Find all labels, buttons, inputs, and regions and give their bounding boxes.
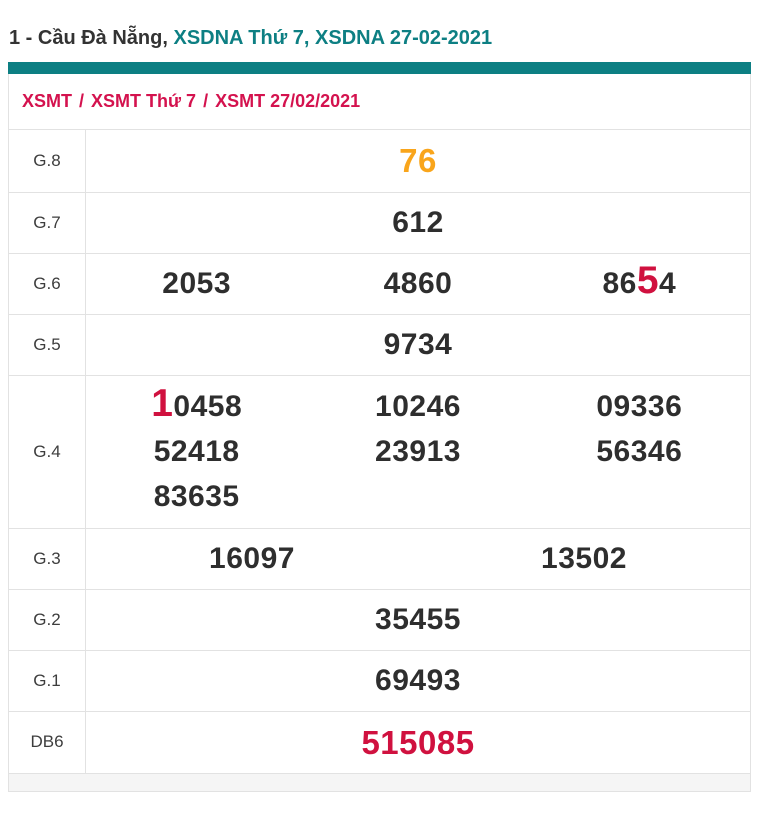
prize-number: 10246 bbox=[375, 390, 461, 423]
table-row: DB6 515085 bbox=[9, 710, 750, 774]
prize-label: G.1 bbox=[9, 650, 86, 711]
title-link[interactable]: XSDNA Thứ 7, bbox=[173, 27, 316, 49]
prize-number: 612 bbox=[392, 206, 444, 239]
prize-label: G.3 bbox=[9, 528, 86, 589]
prize-number: 83635 bbox=[153, 480, 240, 513]
prize-label: G.7 bbox=[9, 192, 86, 253]
breadcrumb-link[interactable]: XSMT 27/02/2021 bbox=[215, 91, 361, 111]
title-link[interactable]: XSDNA 27-02-2021 bbox=[315, 27, 493, 49]
prize-number: 10458 bbox=[151, 382, 243, 425]
highlighted-digit: 1 bbox=[151, 382, 174, 425]
table-row: G.4 10458 10246 09336 52418 23913 56346 83635 bbox=[9, 374, 750, 528]
prize-values: 2053 4860 8654 bbox=[86, 254, 750, 314]
prize-values: 35455 bbox=[86, 590, 750, 650]
prize-number: 23913 bbox=[375, 435, 461, 468]
prize-number: 56346 bbox=[596, 435, 683, 468]
breadcrumb-link[interactable]: XSMT Thứ 7 bbox=[91, 91, 197, 111]
prize-label: G.5 bbox=[9, 314, 86, 375]
prize-number: 2053 bbox=[162, 267, 232, 300]
teal-accent-bar bbox=[8, 62, 751, 74]
prize-number: 69493 bbox=[375, 664, 461, 697]
prize-number: 8654 bbox=[602, 259, 677, 302]
table-row: G.1 69493 bbox=[9, 649, 750, 711]
bottom-strip bbox=[9, 773, 750, 791]
prize-label: DB6 bbox=[9, 711, 86, 773]
results-table: G.8 76 G.7 612 G.6 2053 4860 8654 G.5 9734 G.4 1045… bbox=[9, 129, 750, 773]
prize-values: 612 bbox=[86, 193, 750, 253]
prize-number: 76 bbox=[399, 142, 437, 179]
prize-values: 515085 bbox=[86, 712, 750, 774]
breadcrumb: XSMT / XSMT Thứ 7 / XSMT 27/02/2021 bbox=[9, 74, 750, 129]
title-text: 1 - Cầu Đà Nẵng, bbox=[9, 27, 174, 49]
table-row: G.7 612 bbox=[9, 191, 750, 253]
highlighted-digit: 5 bbox=[636, 259, 660, 302]
table-row: G.3 16097 13502 bbox=[9, 527, 750, 589]
prize-number: 9734 bbox=[383, 328, 453, 361]
prize-number: 13502 bbox=[541, 542, 627, 575]
breadcrumb-separator: / bbox=[79, 91, 85, 111]
prize-label: G.6 bbox=[9, 253, 86, 314]
prize-values: 16097 13502 bbox=[86, 529, 750, 589]
prize-values: 9734 bbox=[86, 315, 750, 375]
table-row: G.2 35455 bbox=[9, 588, 750, 650]
results-panel: XSMT / XSMT Thứ 7 / XSMT 27/02/2021 G.8 76 G.7… bbox=[8, 74, 751, 792]
breadcrumb-separator: / bbox=[203, 91, 209, 111]
prize-values: 76 bbox=[86, 130, 750, 192]
prize-label: G.8 bbox=[9, 130, 86, 192]
table-row: G.5 9734 bbox=[9, 313, 750, 375]
page-title: 1 - Cầu Đà Nẵng, XSDNA Thứ 7, XSDNA 27-0… bbox=[9, 27, 751, 50]
prize-number: 515085 bbox=[361, 723, 475, 761]
prize-values: 10458 10246 09336 52418 23913 56346 83635 bbox=[86, 376, 750, 528]
prize-number: 52418 bbox=[153, 435, 240, 468]
table-row: G.8 76 bbox=[9, 129, 750, 192]
prize-label: G.4 bbox=[9, 375, 86, 528]
prize-number: 16097 bbox=[209, 542, 295, 575]
breadcrumb-link[interactable]: XSMT bbox=[22, 91, 73, 111]
table-row: G.6 2053 4860 8654 bbox=[9, 252, 750, 314]
prize-values: 69493 bbox=[86, 651, 750, 711]
prize-number: 35455 bbox=[375, 603, 461, 636]
prize-number: 4860 bbox=[383, 267, 453, 300]
prize-label: G.2 bbox=[9, 589, 86, 650]
prize-number: 09336 bbox=[596, 390, 683, 423]
